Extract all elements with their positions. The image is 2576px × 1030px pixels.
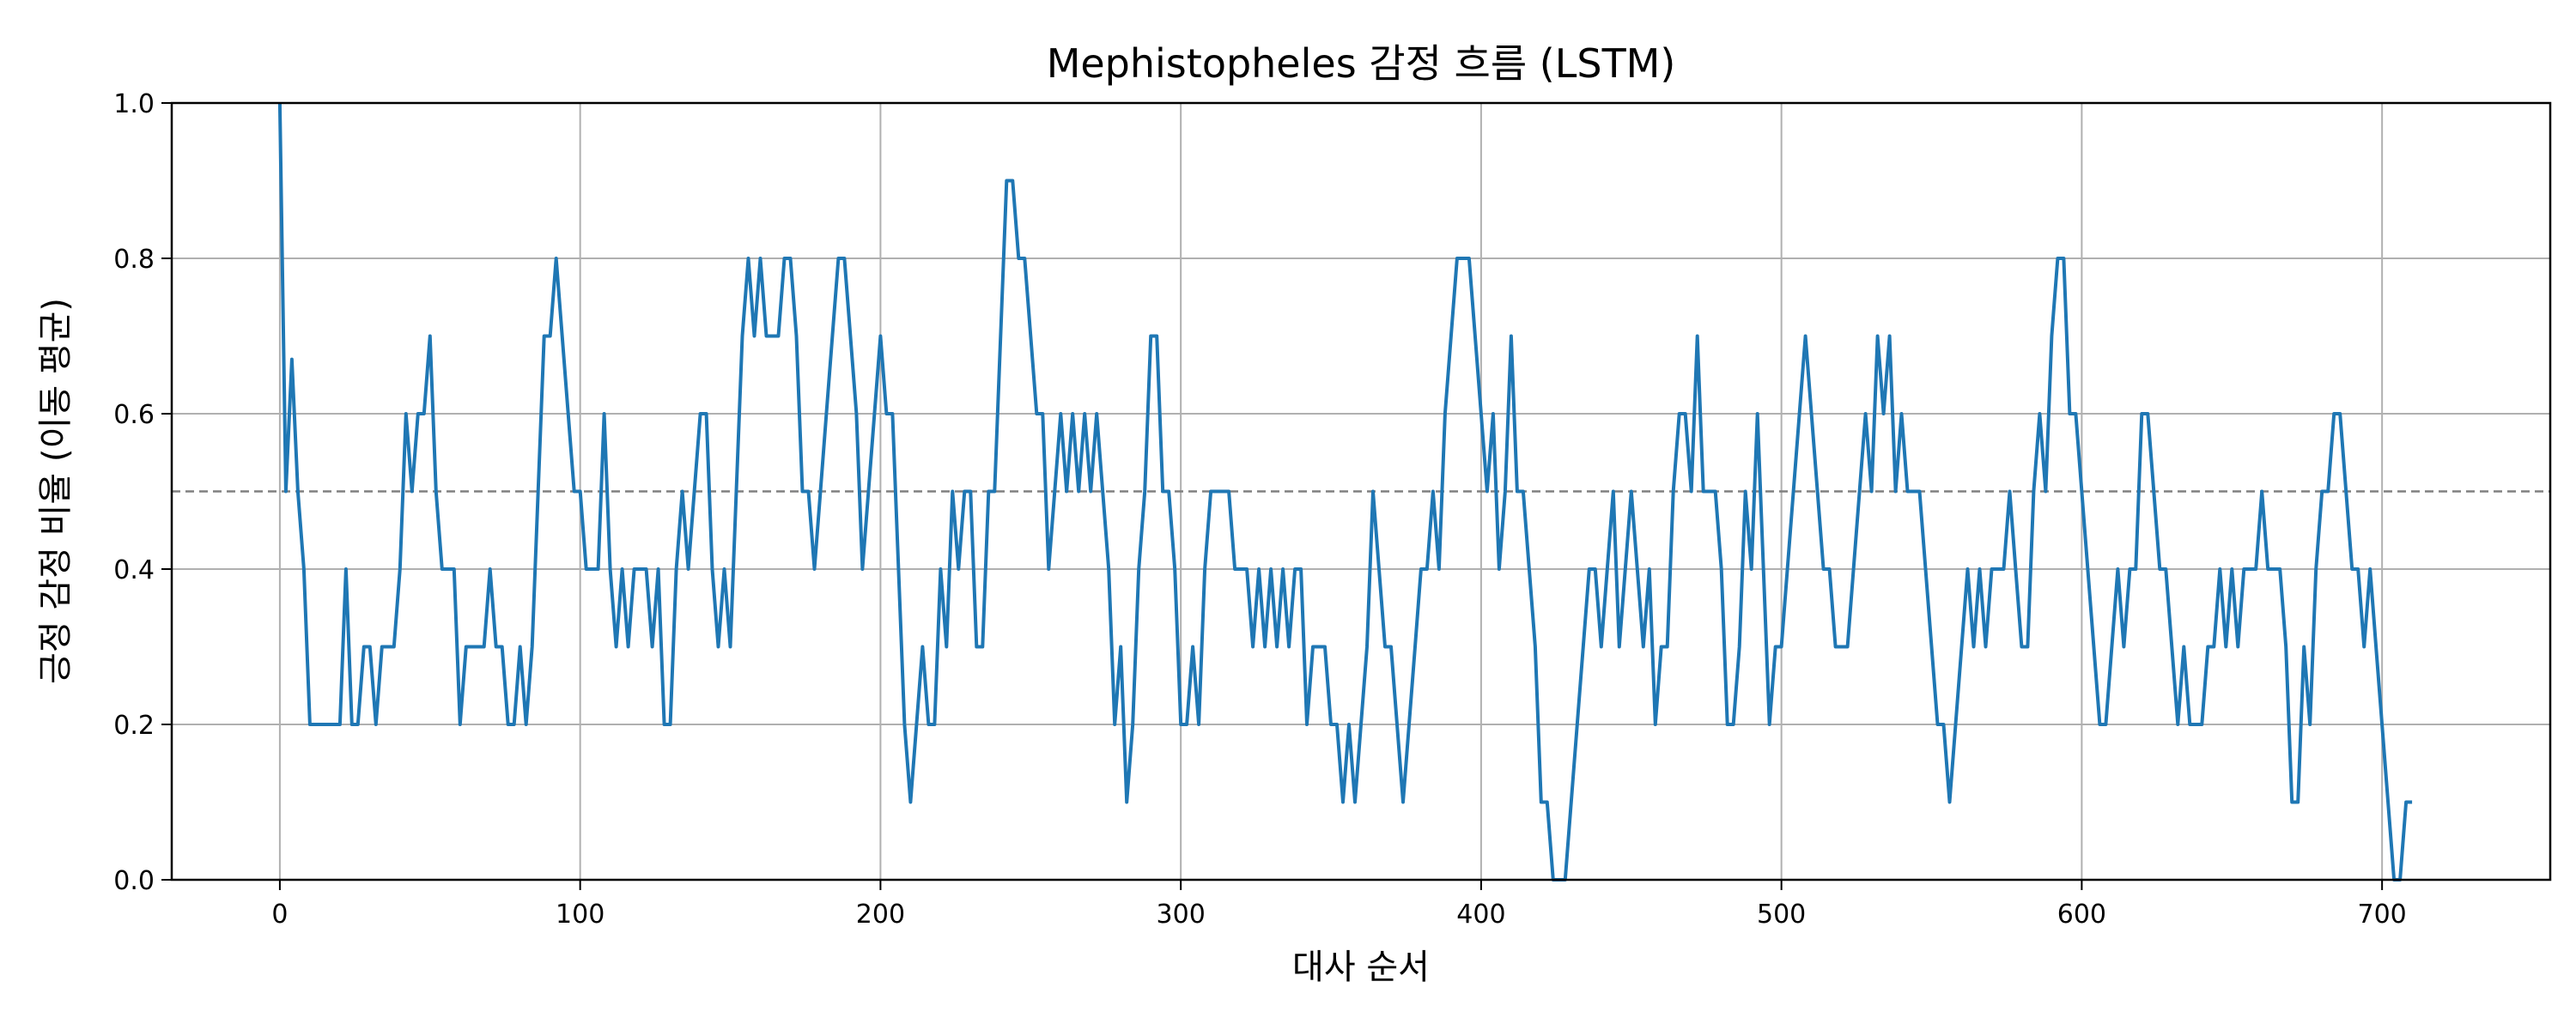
x-tick-label: 300 bbox=[1157, 900, 1206, 930]
y-tick-label: 0.4 bbox=[113, 555, 155, 585]
y-axis: 0.0 0.2 0.4 0.6 0.8 1.0 bbox=[113, 89, 172, 896]
x-tick-label: 700 bbox=[2358, 900, 2407, 930]
chart-title: Mephistopheles 감정 흐름 (LSTM) bbox=[1047, 40, 1676, 87]
y-axis-label: 긍정 감정 비율 (이동 평균) bbox=[36, 298, 76, 684]
plot-frame bbox=[170, 101, 2552, 882]
y-tick-label: 0.6 bbox=[113, 400, 155, 430]
x-tick-label: 600 bbox=[2057, 900, 2106, 930]
x-axis-label: 대사 순서 bbox=[1292, 948, 1430, 987]
x-tick-label: 200 bbox=[856, 900, 905, 930]
x-tick-label: 0 bbox=[271, 900, 288, 930]
y-tick-label: 0.8 bbox=[113, 245, 155, 275]
x-tick-label: 100 bbox=[556, 900, 605, 930]
y-tick-label: 0.0 bbox=[113, 866, 155, 896]
y-tick-label: 1.0 bbox=[113, 89, 155, 119]
x-axis: 0 100 200 300 400 500 600 700 bbox=[271, 880, 2407, 930]
x-tick-label: 400 bbox=[1456, 900, 1505, 930]
y-tick-label: 0.2 bbox=[113, 711, 155, 741]
x-tick-label: 500 bbox=[1757, 900, 1806, 930]
series-line bbox=[277, 102, 2413, 882]
